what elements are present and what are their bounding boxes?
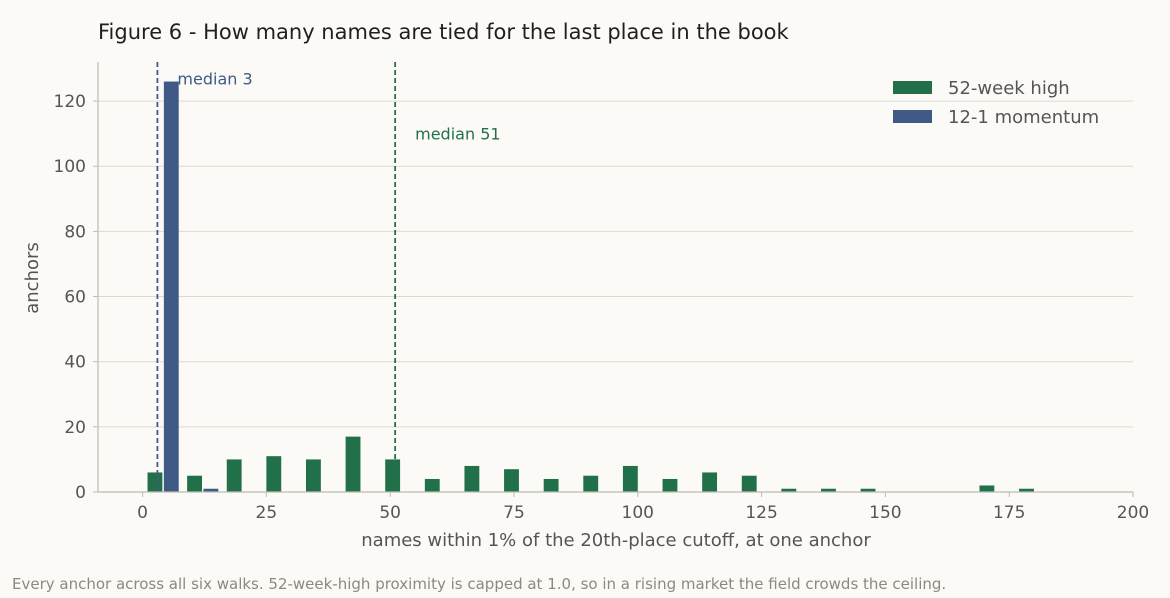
bar-52-week-high-9 xyxy=(504,469,519,492)
bar-52-week-high-18 xyxy=(860,488,876,492)
x-tick-label-75: 75 xyxy=(503,503,525,523)
legend-swatch-0 xyxy=(893,81,932,94)
bar-52-week-high-7 xyxy=(424,478,440,492)
caption: Every anchor across all six walks. 52-we… xyxy=(12,575,946,593)
bar-52-week-high-0 xyxy=(147,472,163,492)
x-tick-label-25: 25 xyxy=(256,503,278,523)
y-tick-label-20: 20 xyxy=(64,418,86,438)
x-tick-label-150: 150 xyxy=(869,503,901,523)
bar-12-1-momentum-1 xyxy=(203,488,219,492)
bar-52-week-high-15 xyxy=(741,475,757,492)
gridlines xyxy=(98,100,1133,493)
bar-52-week-high-17 xyxy=(821,488,836,492)
tick-labels: 0 25 50 75 100 125 150 175 200 0 20 40 60 80 100 120 xyxy=(54,92,1150,523)
x-tick-label-200: 200 xyxy=(1117,503,1149,523)
bar-52-week-high-14 xyxy=(702,472,718,492)
x-tick-label-175: 175 xyxy=(993,503,1025,523)
bar-52-week-high-6 xyxy=(385,459,401,492)
bar-52-week-high-16 xyxy=(781,488,797,492)
y-tick-label-0: 0 xyxy=(75,483,86,503)
legend-swatch-1 xyxy=(893,110,932,123)
bars xyxy=(147,81,1034,492)
x-tick-label-0: 0 xyxy=(137,503,148,523)
bar-52-week-high-12 xyxy=(622,465,638,492)
y-tick-label-80: 80 xyxy=(64,222,86,242)
chart-title: Figure 6 - How many names are tied for t… xyxy=(98,20,790,44)
legend-label-0: 52-week high xyxy=(948,78,1070,99)
bar-52-week-high-13 xyxy=(662,478,678,492)
median-label-1: median 51 xyxy=(415,125,500,144)
x-tick-label-125: 125 xyxy=(745,503,777,523)
bar-52-week-high-4 xyxy=(305,459,321,492)
bar-52-week-high-19 xyxy=(979,485,995,492)
bar-52-week-high-20 xyxy=(1019,488,1034,492)
median-label-0: median 3 xyxy=(177,69,252,88)
x-tick-label-100: 100 xyxy=(622,503,654,523)
bar-12-1-momentum-0 xyxy=(163,81,179,492)
bar-52-week-high-10 xyxy=(543,478,559,492)
legend: 52-week high 12-1 momentum xyxy=(893,78,1099,128)
y-tick-label-40: 40 xyxy=(64,353,86,373)
x-axis-label: names within 1% of the 20th-place cutoff… xyxy=(361,530,871,551)
y-axis-label: anchors xyxy=(22,242,43,314)
y-tick-label-120: 120 xyxy=(54,92,86,112)
x-tick-label-50: 50 xyxy=(379,503,401,523)
bar-52-week-high-1 xyxy=(187,475,202,492)
bar-52-week-high-5 xyxy=(345,436,361,492)
axes xyxy=(97,62,1133,493)
bar-52-week-high-11 xyxy=(583,475,599,492)
median-lines: median 3 median 51 xyxy=(156,62,501,492)
y-tick-label-100: 100 xyxy=(54,157,86,177)
legend-label-1: 12-1 momentum xyxy=(948,107,1099,128)
bar-52-week-high-8 xyxy=(464,465,480,492)
y-tick-label-60: 60 xyxy=(64,288,86,308)
bar-52-week-high-2 xyxy=(226,459,242,492)
bar-52-week-high-3 xyxy=(266,456,282,492)
